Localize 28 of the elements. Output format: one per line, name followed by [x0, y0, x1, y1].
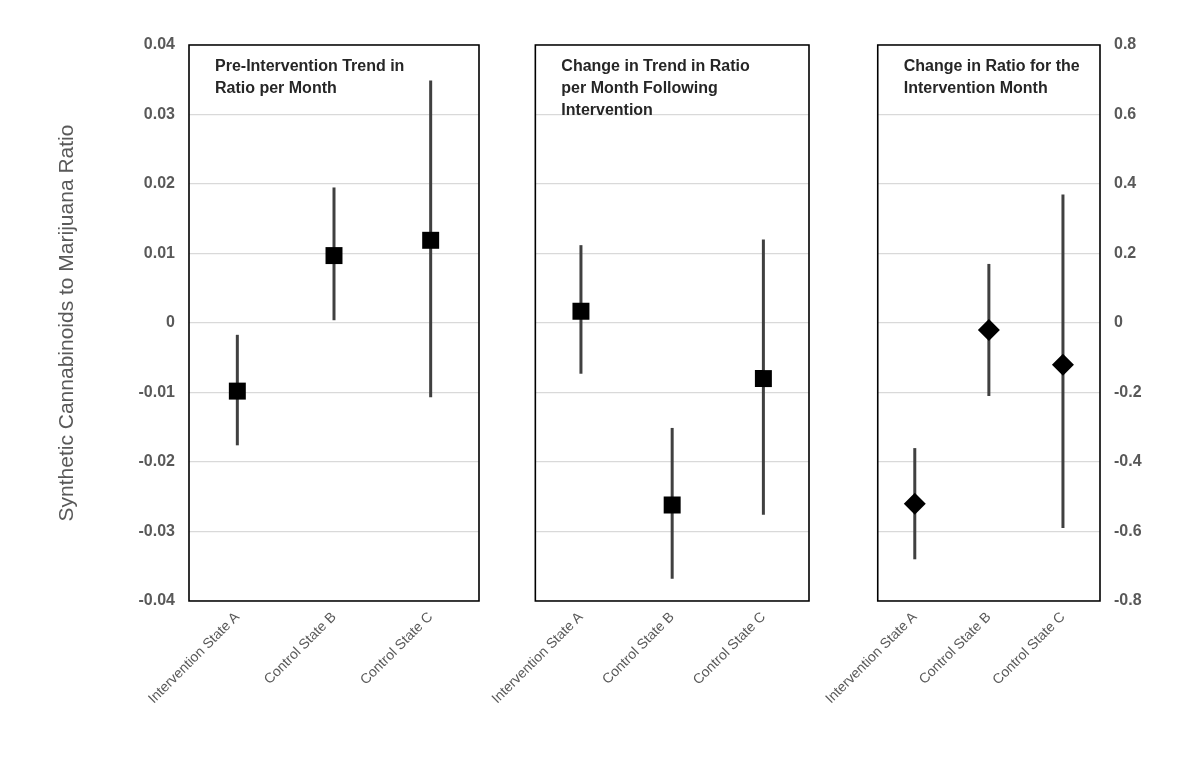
- y2-tick-label: 0.2: [1114, 243, 1137, 261]
- y-tick-label: 0.01: [143, 243, 176, 261]
- y-tick-label: 0: [166, 313, 176, 331]
- point: [228, 382, 246, 400]
- y2-tick-label: -0.8: [1114, 591, 1142, 609]
- y-tick-label: -0.03: [138, 521, 176, 539]
- annotation: Pre-Intervention Trend in Ratio per Month: [215, 56, 406, 98]
- y2-tick-label: -0.4: [1114, 452, 1142, 470]
- point: [903, 492, 926, 515]
- y-tick-label: 0.03: [143, 104, 176, 122]
- point: [1051, 353, 1074, 376]
- y-tick-label: -0.02: [138, 452, 176, 470]
- annotation: Change in Ratio for the Intervention Month: [903, 56, 1081, 98]
- point: [977, 318, 1000, 341]
- y-tick-label: -0.04: [138, 591, 176, 609]
- y-axis-title: Synthetic Cannabinoids to Marijuana Ratio: [54, 124, 78, 522]
- y-tick-label: -0.01: [138, 382, 176, 400]
- y2-tick-label: -0.6: [1114, 521, 1142, 539]
- point: [422, 231, 440, 249]
- y2-tick-label: 0.4: [1114, 174, 1137, 192]
- y2-tick-label: 0: [1114, 313, 1123, 331]
- y2-tick-label: -0.2: [1114, 382, 1142, 400]
- y-tick-label: 0.02: [143, 174, 176, 192]
- annotation: Change in Trend in Ratio per Month Following Intervention: [561, 56, 751, 120]
- point: [325, 247, 343, 265]
- y2-tick-label: 0.6: [1114, 104, 1137, 122]
- y-tick-label: 0.04: [143, 35, 176, 53]
- y2-tick-label: 0.8: [1114, 35, 1137, 53]
